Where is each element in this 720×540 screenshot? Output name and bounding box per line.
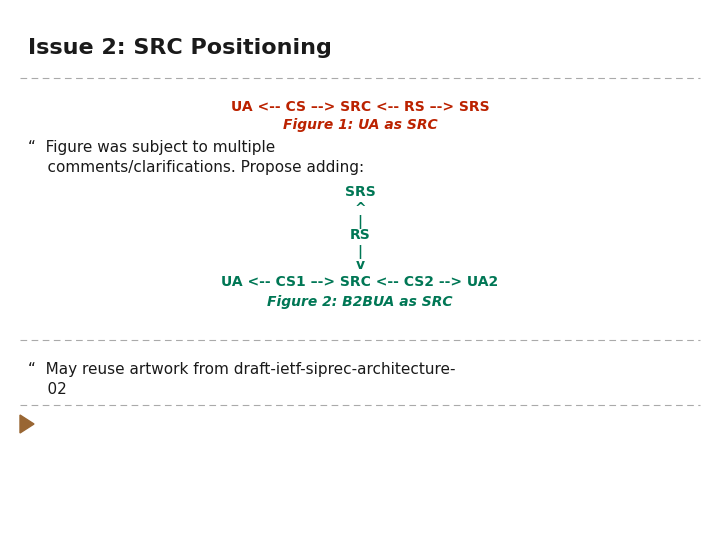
Text: “  Figure was subject to multiple: “ Figure was subject to multiple [28,140,275,155]
Text: 02: 02 [28,382,67,397]
Text: |: | [358,215,362,229]
Text: Issue 2: SRC Positioning: Issue 2: SRC Positioning [28,38,332,58]
Text: v: v [356,258,364,272]
Text: UA <-- CS –-> SRC <-- RS –-> SRS: UA <-- CS –-> SRC <-- RS –-> SRS [230,100,490,114]
Text: comments/clarifications. Propose adding:: comments/clarifications. Propose adding: [28,160,364,175]
Text: ^: ^ [354,202,366,216]
Text: SRS: SRS [345,185,375,199]
Text: RS: RS [350,228,370,242]
Text: Figure 2: B2BUA as SRC: Figure 2: B2BUA as SRC [267,295,453,309]
Text: “  May reuse artwork from draft-ietf-siprec-architecture-: “ May reuse artwork from draft-ietf-sipr… [28,362,456,377]
Text: UA <-- CS1 –-> SRC <-- CS2 --> UA2: UA <-- CS1 –-> SRC <-- CS2 --> UA2 [221,275,499,289]
Text: Figure 1: UA as SRC: Figure 1: UA as SRC [283,118,437,132]
Polygon shape [20,415,34,433]
Text: |: | [358,245,362,259]
